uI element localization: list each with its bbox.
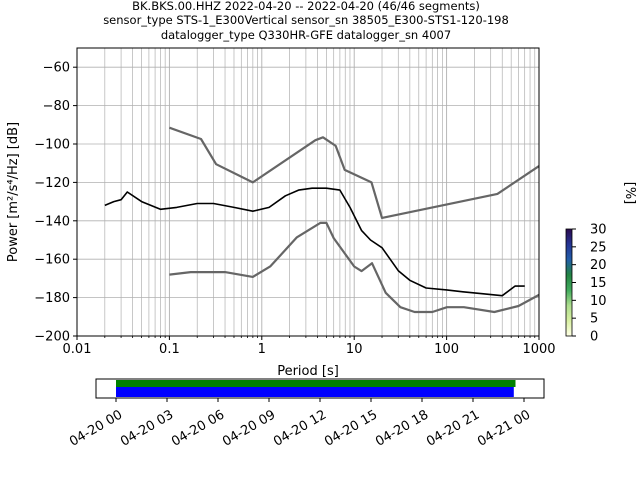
noise-models bbox=[169, 126, 540, 314]
coverage-bar-green bbox=[116, 380, 516, 387]
coverage-bar-blue bbox=[116, 387, 514, 397]
y-tick-label: −200 bbox=[34, 330, 70, 345]
colorbar-tick-label: 15 bbox=[590, 276, 607, 291]
mean-curve bbox=[104, 187, 525, 297]
timeline-tick-label: 04-20 00 bbox=[67, 407, 125, 449]
colorbar-tick-label: 25 bbox=[590, 240, 607, 255]
plot-frame bbox=[76, 47, 540, 337]
timeline-tick-label: 04-20 21 bbox=[424, 407, 482, 449]
plot-grid bbox=[76, 48, 539, 337]
x-tick-label: 1 bbox=[258, 342, 266, 357]
colorbar-tick-label: 5 bbox=[590, 312, 598, 327]
y-tick-label: −60 bbox=[43, 61, 70, 76]
chart-title-line-3: datalogger_type Q330HR-GFE datalogger_sn… bbox=[161, 28, 451, 42]
x-tick-label: 10 bbox=[346, 342, 363, 357]
x-axis-label: Period [s] bbox=[277, 364, 339, 379]
low-noise-model-line bbox=[169, 221, 540, 314]
timeline-tick-label: 04-20 03 bbox=[118, 407, 176, 449]
x-tick-label: 1000 bbox=[522, 342, 555, 357]
timeline-tick-label: 04-20 06 bbox=[169, 407, 227, 449]
y-tick-label: −100 bbox=[34, 138, 70, 153]
y-axis-label: Power [m²/s⁴/Hz] [dB] bbox=[6, 122, 21, 262]
colorbar-tick-label: 10 bbox=[590, 294, 607, 309]
timeline-tick-label: 04-21 00 bbox=[475, 407, 533, 449]
colorbar: 0 5 10 15 20 25 30 [%] bbox=[565, 182, 637, 345]
colorbar-ticks: 0 5 10 15 20 25 30 bbox=[572, 223, 607, 345]
y-tick-label: −160 bbox=[34, 253, 70, 268]
high-noise-model-line bbox=[169, 126, 540, 219]
y-tick-label: −180 bbox=[34, 291, 70, 306]
colorbar-tick-label: 30 bbox=[590, 223, 607, 238]
timeline-tick-label: 04-20 09 bbox=[220, 407, 278, 449]
colorbar-tick-label: 20 bbox=[590, 258, 607, 273]
plot-background bbox=[77, 48, 539, 336]
x-tick-label: 0.01 bbox=[63, 342, 92, 357]
y-axis-ticks: −200 −180 −160 −140 −120 −100 −80 −60 bbox=[34, 61, 77, 345]
colorbar-gradient bbox=[565, 228, 573, 337]
ppsd-plot: 0.01 0.1 1 10 100 1000 −200 −180 −160 −140 −120 −1… bbox=[6, 47, 556, 379]
y-tick-label: −140 bbox=[34, 214, 70, 229]
x-tick-label: 100 bbox=[434, 342, 459, 357]
y-tick-label: −120 bbox=[34, 176, 70, 191]
colorbar-tick-label: 0 bbox=[590, 330, 598, 345]
y-tick-label: −80 bbox=[43, 99, 70, 114]
x-axis-ticks: 0.01 0.1 1 10 100 1000 bbox=[63, 336, 556, 357]
colorbar-label: [%] bbox=[622, 182, 637, 205]
timeline-tick-label: 04-20 15 bbox=[322, 407, 380, 449]
x-tick-label: 0.1 bbox=[159, 342, 180, 357]
mean-curve-line bbox=[104, 187, 525, 297]
timeline-tick-label: 04-20 18 bbox=[373, 407, 431, 449]
chart-title-line-2: sensor_type STS-1_E300Vertical sensor_sn… bbox=[103, 13, 509, 27]
chart-title-line-1: BK.BKS.00.HHZ 2022-04-20 -- 2022-04-20 (… bbox=[132, 0, 480, 13]
timeline-tick-label: 04-20 12 bbox=[271, 407, 329, 449]
